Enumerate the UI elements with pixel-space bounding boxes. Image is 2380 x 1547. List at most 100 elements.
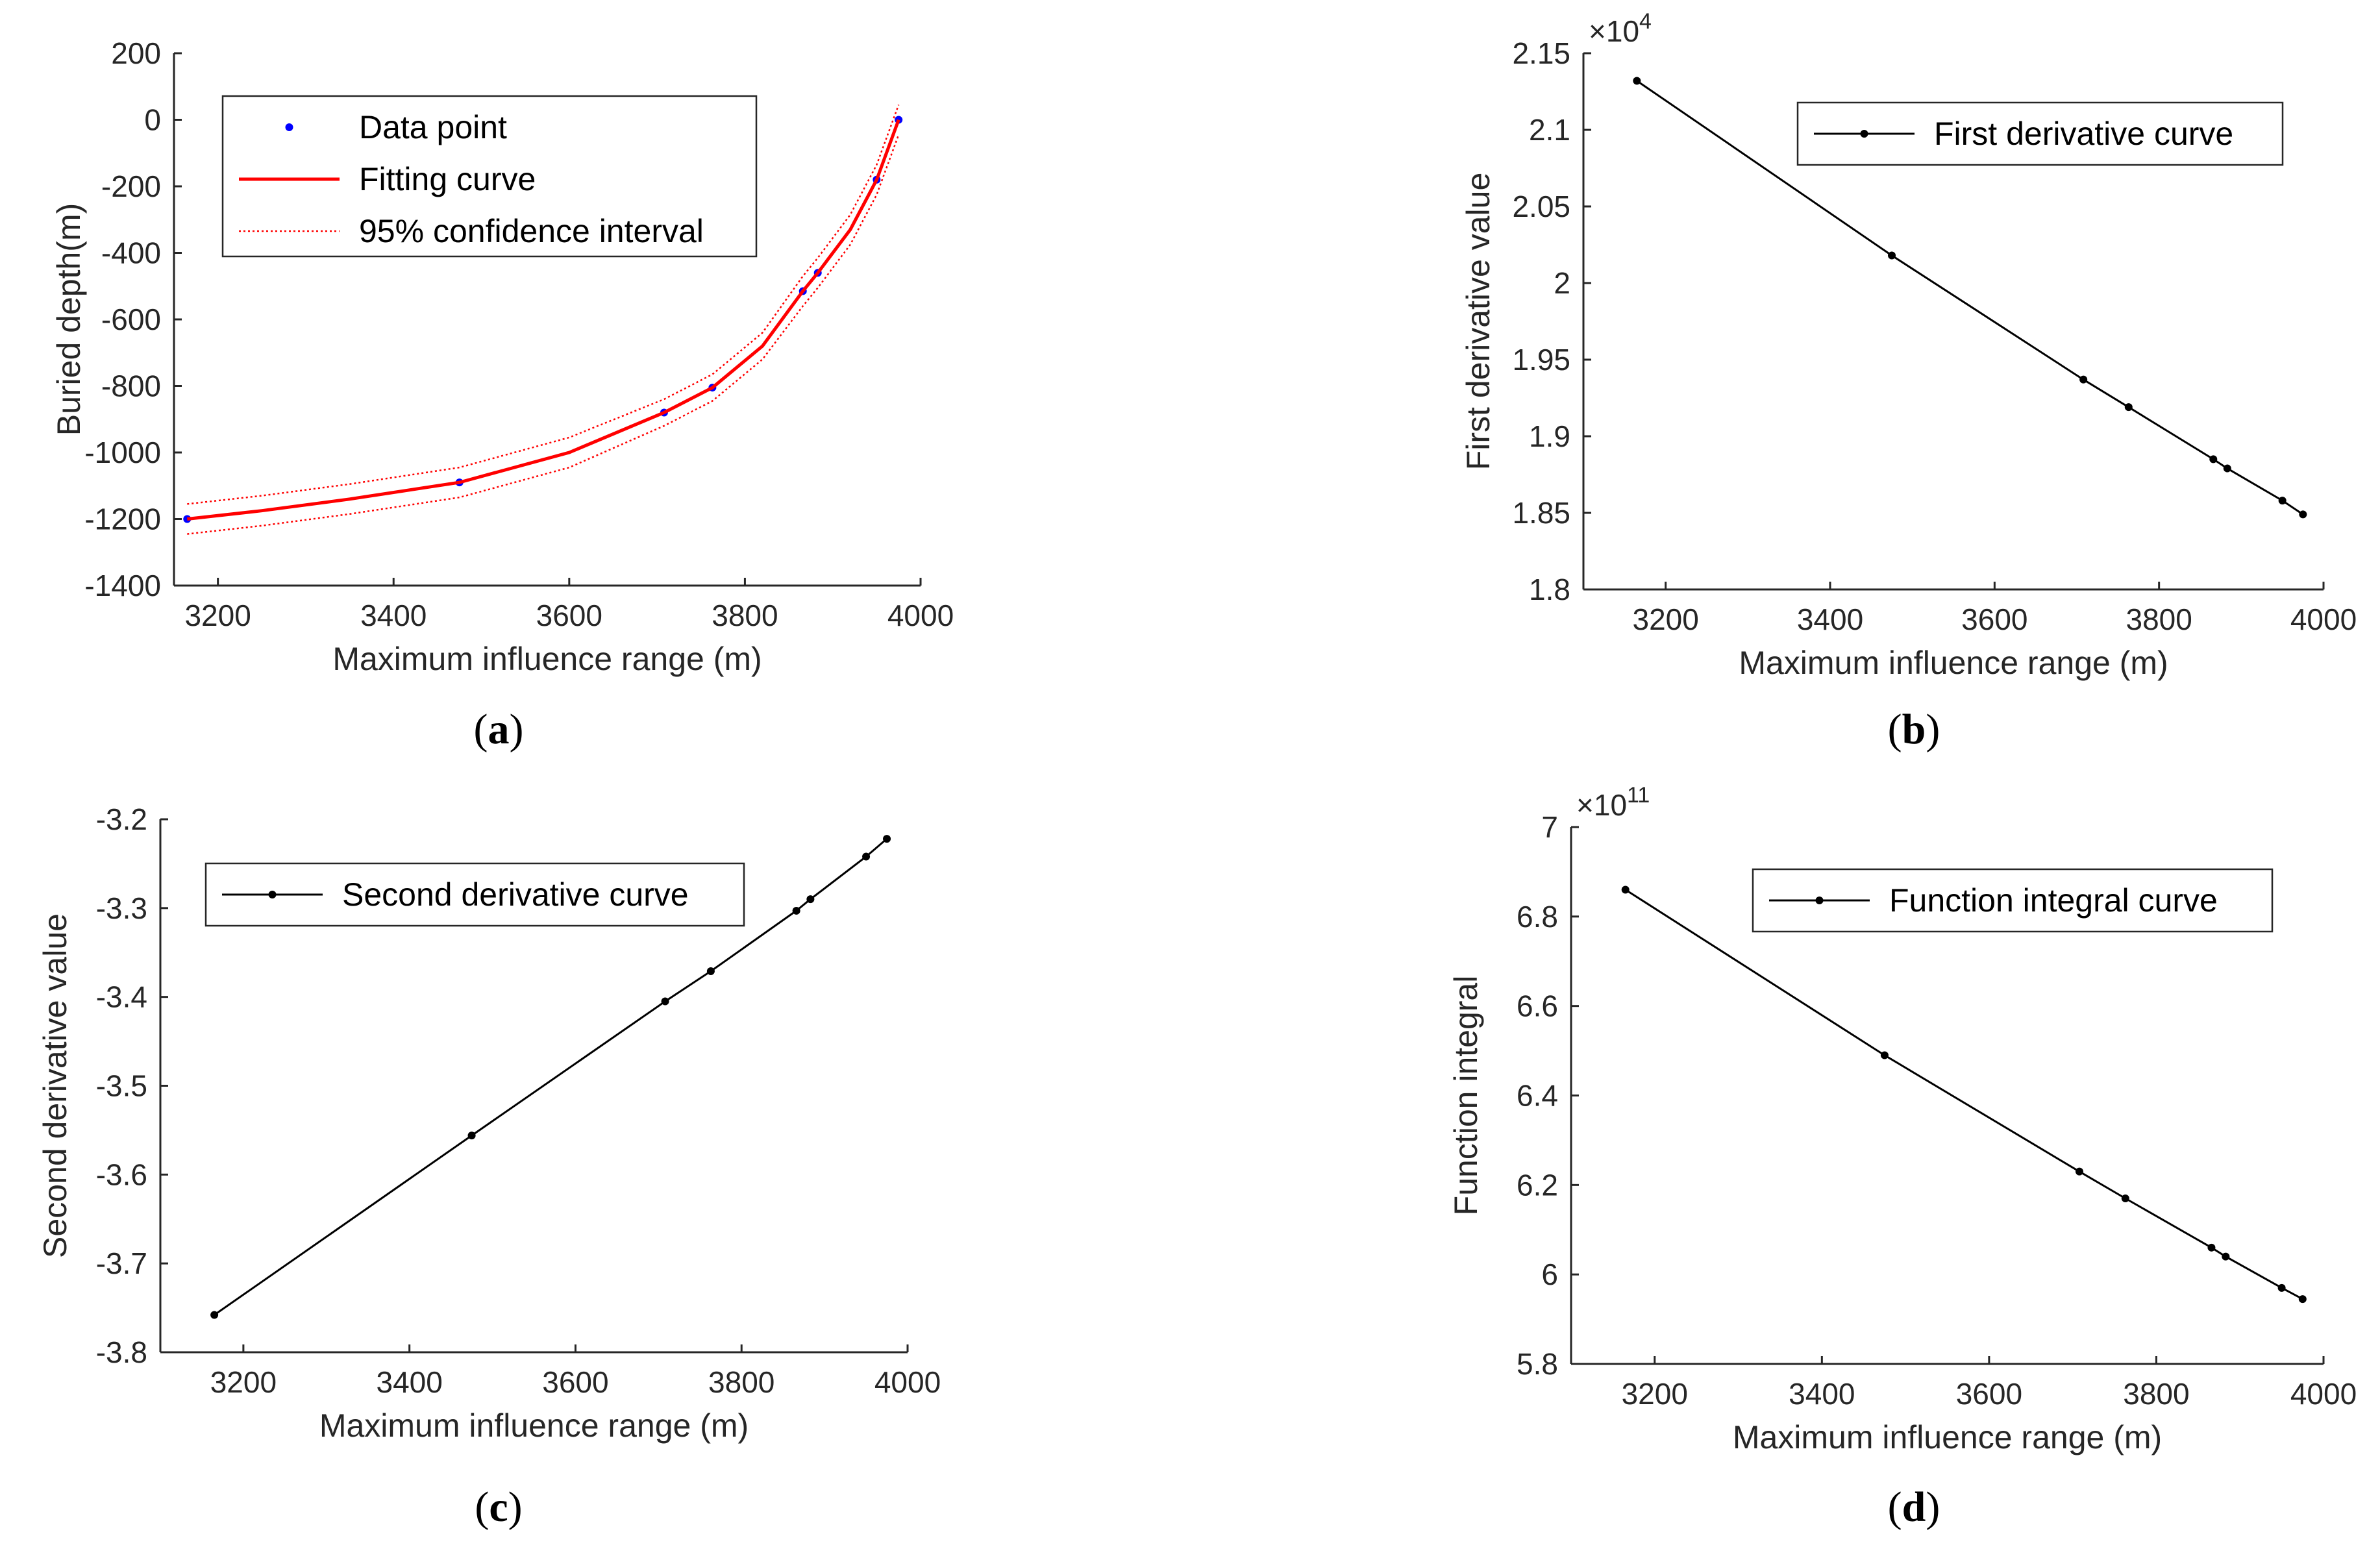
x-axis-label: Maximum influence range (m) [1739,645,2168,681]
y-axis-label: Second derivative value [37,913,73,1258]
y-tick-label: -1200 [84,502,161,536]
x-tick-label: 3600 [1956,1377,2022,1411]
y-tick-label: 6 [1541,1257,1558,1291]
y-tick-label: -200 [101,169,161,203]
chart-panel-d: 3200 3400 3600 3800 4000 7 6.8 6.6 6.4 6.2 6 5.8 ×10… [1448,783,2357,1531]
y-tick-label: -1400 [84,569,161,602]
x-tick-label: 3800 [712,599,778,632]
series-point-marker [706,967,715,975]
y-tick-label: -1000 [84,436,161,469]
series-point-marker [1633,77,1641,85]
y-tick-label: 2.1 [1529,113,1570,147]
y-tick-label: 2.05 [1512,190,1570,223]
x-tick-label: 3600 [542,1365,608,1399]
series-line [214,837,887,1316]
legend-label: Data point [359,109,507,145]
y-tick-label: 6.4 [1517,1079,1558,1113]
series-point-marker [883,835,891,843]
legend-label: Function integral curve [1889,882,2218,919]
y-tick-label: -3.2 [96,802,147,836]
x-tick-label: 4000 [887,599,954,632]
x-tick-label: 4000 [2290,1377,2357,1411]
series-point-marker [2209,455,2218,464]
legend: First derivative curve [1796,101,2284,166]
y-axis-label: Function integral [1448,976,1484,1216]
y-axis-label: First derivative value [1460,173,1496,471]
series-point-marker [467,1132,476,1140]
series-point-marker [661,997,669,1006]
x-tick-label: 3200 [1622,1377,1688,1411]
series-point-marker [2207,1243,2216,1252]
panel-caption: (b) [1888,706,1940,753]
legend-swatch-marker [1860,130,1868,138]
series-point-marker [792,906,800,915]
y-tick-label: 6.6 [1517,989,1558,1023]
axis-exponent: ×1011 [1576,783,1650,822]
chart-panel-c: 3200 3400 3600 3800 4000 -3.2 -3.3 -3.4 -3.5 -3.6… [37,802,941,1531]
x-tick-label: 3400 [360,599,427,632]
legend-label: Fitting curve [359,161,536,197]
axis-exponent-power: 11 [1627,783,1650,808]
panel-caption: (d) [1888,1483,1940,1531]
axis-exponent-power: 4 [1639,9,1652,34]
y-axis-label: Buried depth(m) [51,203,87,436]
y-tick-label: -3.8 [96,1335,147,1369]
legend-label: 95% confidence interval [359,213,704,249]
y-tick-label: 0 [144,103,161,137]
x-tick-label: 3200 [1632,602,1698,636]
x-axis-label: Maximum influence range (m) [332,641,762,677]
series-point-marker [2222,1252,2230,1261]
panel-caption: (a) [474,706,524,753]
y-tick-label: 200 [111,36,161,70]
x-axis-label: Maximum influence range (m) [319,1407,749,1444]
y-tick-label: 6.2 [1517,1168,1558,1202]
x-tick-label: 4000 [2290,602,2357,636]
x-tick-label: 3600 [1961,602,2027,636]
y-tick-label: -800 [101,369,161,403]
series-point-marker [1888,251,1896,260]
y-tick-label: 7 [1541,810,1558,844]
legend-swatch-point [285,123,293,131]
series-line [1624,889,2303,1300]
legend: Data point Fitting curve 95% confidence in… [221,95,758,258]
y-tick-label: -3.3 [96,891,147,925]
x-tick-label: 3400 [1797,602,1863,636]
y-tick-label: 5.8 [1517,1347,1558,1381]
chart-panel-b: 3200 3400 3600 3800 4000 2.15 2.1 2.05 2 1.95 1.9 1… [1460,9,2357,753]
x-tick-label: 3800 [708,1365,775,1399]
y-tick-label: 1.9 [1529,419,1570,453]
series-point-marker [806,895,815,904]
series-point-marker [2223,464,2231,473]
x-tick-label: 3200 [210,1365,277,1399]
series-point-marker [2278,497,2287,505]
y-tick-label: -400 [101,236,161,270]
series-point-marker [2124,403,2133,412]
panel-caption-letter: b [1902,706,1926,753]
series-point-marker [2121,1194,2129,1203]
series-point-marker [210,1311,219,1319]
confidence-band-line [187,104,900,505]
y-tick-label: -3.5 [96,1069,147,1103]
panel-caption: (c) [475,1483,522,1531]
series-point-marker [2075,1167,2083,1176]
series-line [1636,80,2304,515]
x-tick-label: 3400 [1789,1377,1855,1411]
series-point-marker [862,852,871,861]
legend-label: Second derivative curve [342,876,689,913]
x-axis-label: Maximum influence range (m) [1733,1419,2162,1455]
legend-box [221,95,758,258]
series-point-marker [2298,1295,2307,1304]
x-tick-label: 3400 [376,1365,442,1399]
axis-exponent: ×104 [1589,9,1652,48]
x-tick-label: 3800 [2123,1377,2189,1411]
y-tick-label: -3.6 [96,1157,147,1191]
y-tick-label: 1.8 [1529,573,1570,606]
x-tick-label: 3800 [2126,602,2192,636]
y-tick-label: -3.4 [96,980,147,1014]
x-tick-label: 3200 [184,599,251,632]
legend-swatch-marker [1815,897,1824,904]
y-tick-label: 1.85 [1512,496,1570,530]
series-line [187,119,900,521]
y-tick-label: 2.15 [1512,36,1570,70]
